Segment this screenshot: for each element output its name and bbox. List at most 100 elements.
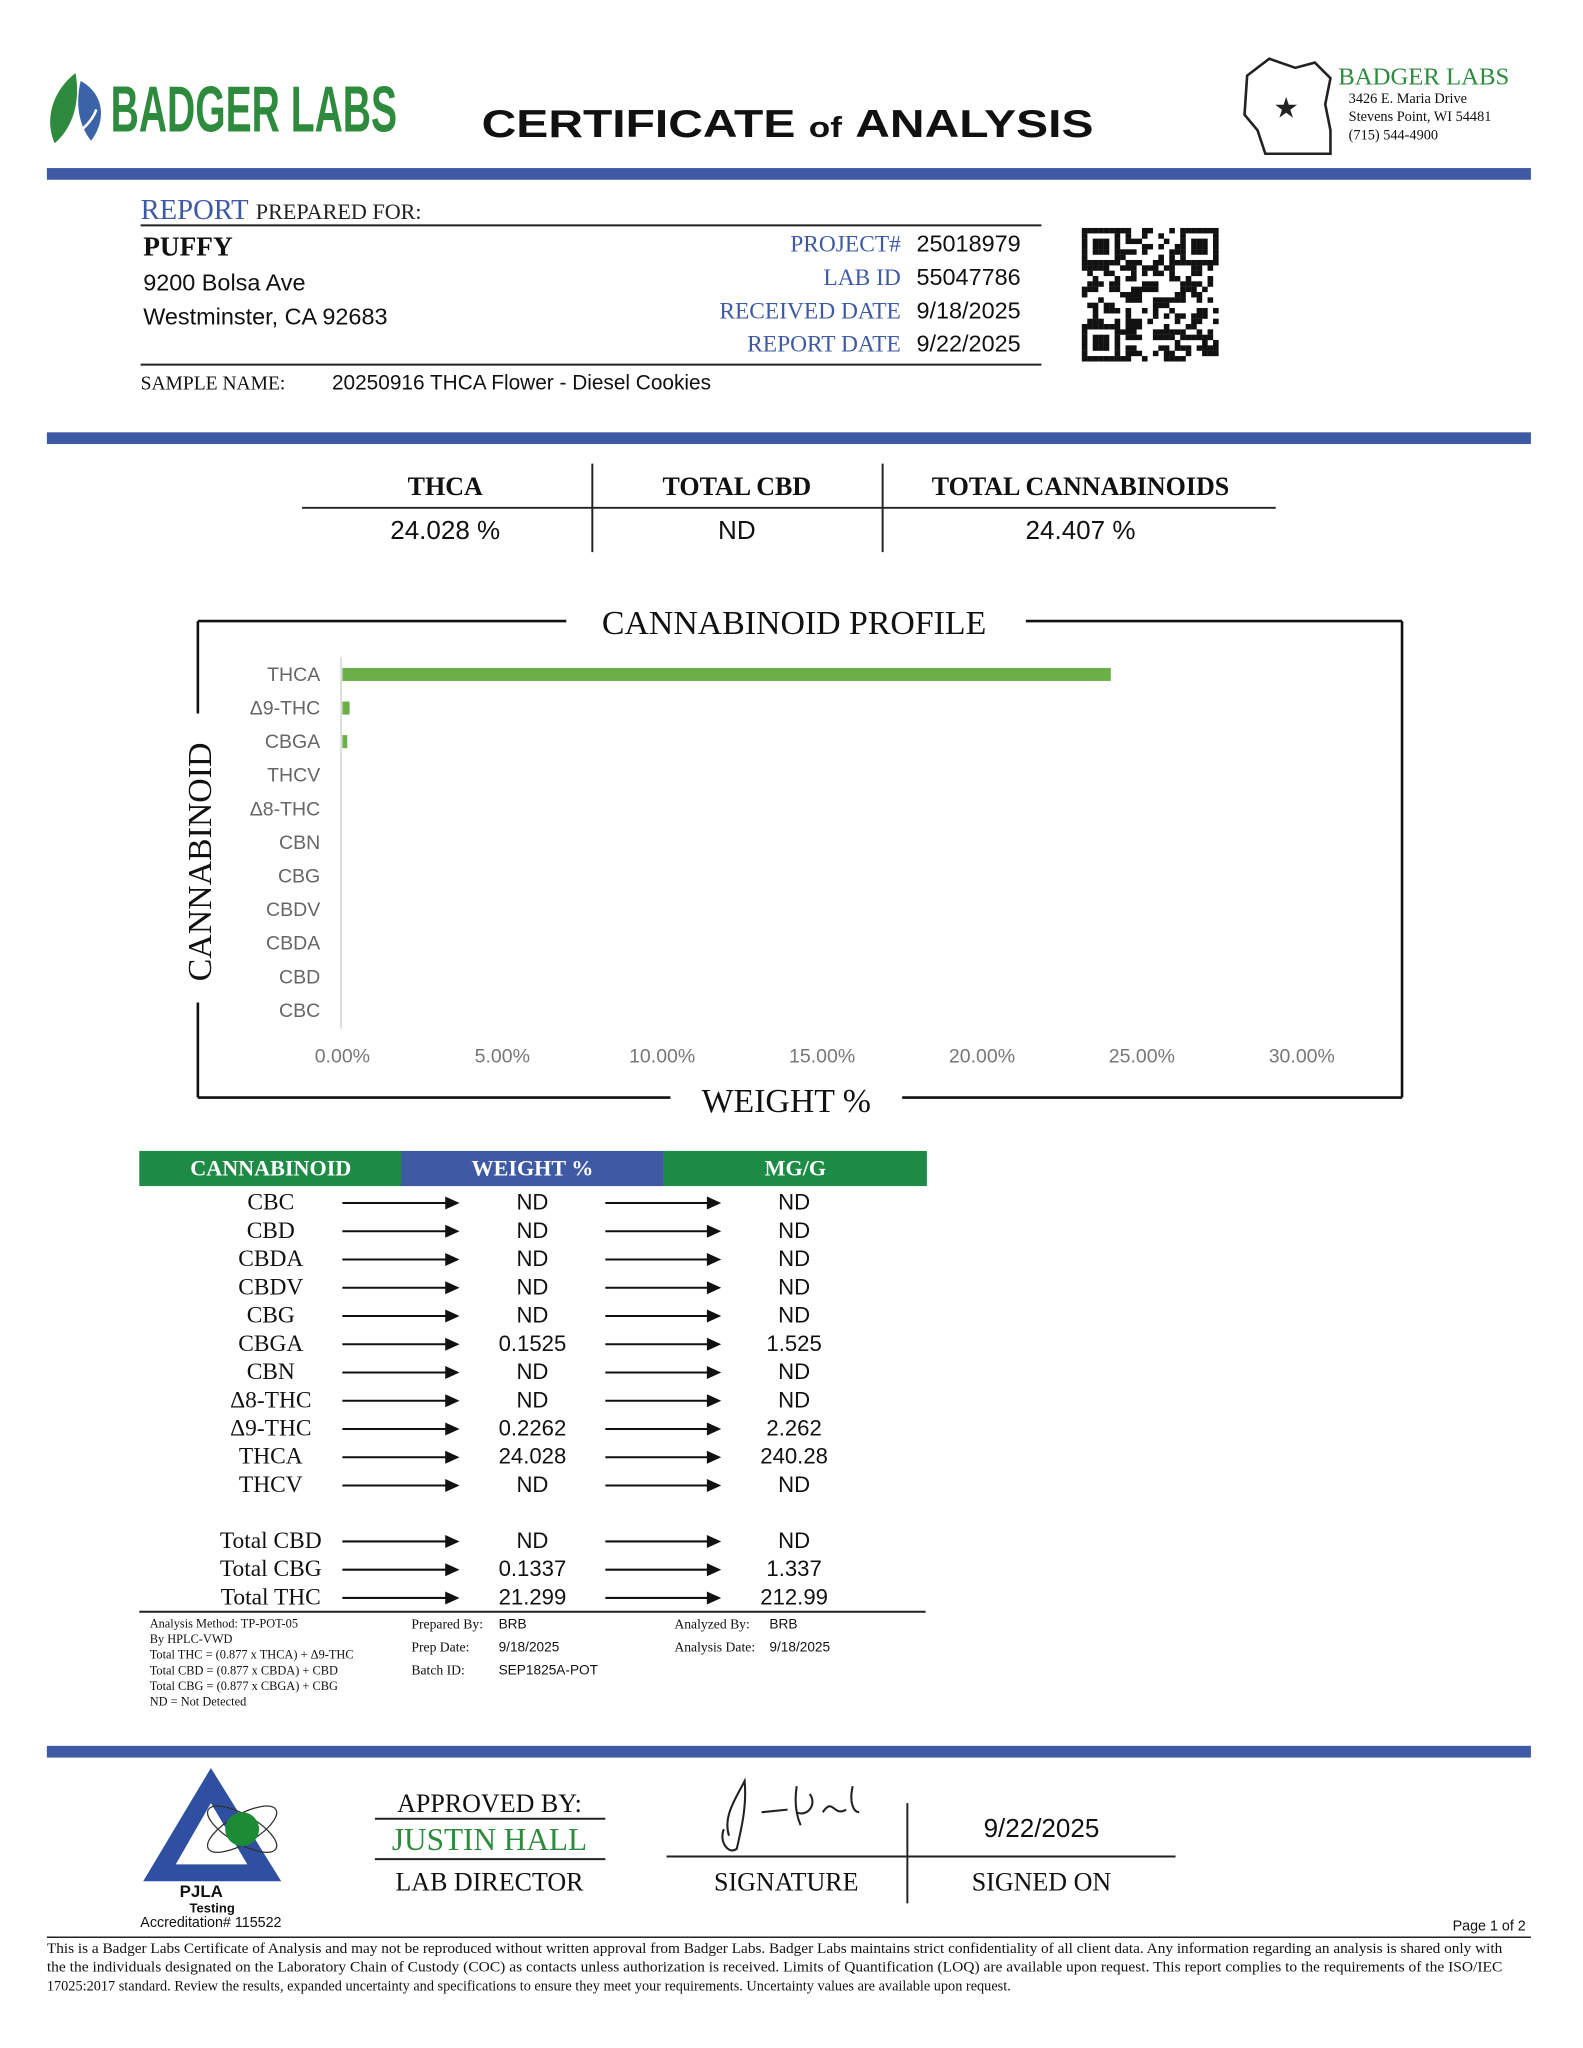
row-mgg: ND xyxy=(778,1359,810,1384)
qr-module xyxy=(1087,259,1093,266)
qr-module xyxy=(1109,270,1115,277)
qr-module xyxy=(1191,249,1197,255)
qr-module xyxy=(1207,334,1214,341)
sample-label: SAMPLE NAME: xyxy=(141,373,286,394)
qr-module xyxy=(1087,227,1093,234)
arrow-head xyxy=(706,1281,722,1295)
qr-module xyxy=(1213,249,1219,255)
qr-module xyxy=(1098,340,1104,346)
qr-module xyxy=(1081,291,1088,298)
qr-module xyxy=(1147,227,1154,234)
row-weight: ND xyxy=(516,1303,548,1328)
qr-module xyxy=(1141,308,1148,314)
qr-module xyxy=(1103,345,1110,351)
qr-module xyxy=(1180,345,1186,351)
qr-module xyxy=(1103,238,1110,245)
qr-module xyxy=(1213,345,1219,351)
qr-module xyxy=(1131,318,1137,325)
arrow-head xyxy=(706,1563,722,1577)
qr-module xyxy=(1169,356,1175,362)
row-mgg: ND xyxy=(778,1528,810,1553)
lab-name: BADGER LABS xyxy=(1338,64,1509,91)
qr-module xyxy=(1081,227,1088,234)
qr-module xyxy=(1114,227,1121,234)
row-weight: ND xyxy=(516,1218,548,1243)
qr-module xyxy=(1174,291,1181,298)
qr-module xyxy=(1114,345,1121,351)
qr-module xyxy=(1087,281,1093,287)
qr-module xyxy=(1207,281,1214,287)
chart-title: CANNABINOID PROFILE xyxy=(602,605,986,642)
qr-module xyxy=(1180,233,1186,239)
method-note: Total CBG = (0.877 x CBGA) + CBG xyxy=(150,1679,338,1693)
qr-module xyxy=(1185,350,1192,357)
lab-address: Stevens Point, WI 54481 xyxy=(1349,109,1492,125)
qr-module xyxy=(1081,324,1088,330)
qr-module xyxy=(1185,286,1192,293)
qr-module xyxy=(1114,324,1121,330)
qr-module xyxy=(1147,286,1154,293)
qr-module xyxy=(1114,233,1121,239)
arrow-head xyxy=(445,1478,460,1493)
qr-module xyxy=(1174,313,1181,319)
x-tick-label: 15.00% xyxy=(789,1045,855,1067)
qr-module xyxy=(1136,334,1143,341)
qr-module xyxy=(1191,259,1197,266)
approved-label: APPROVED BY: xyxy=(397,1789,582,1818)
approver-role: LAB DIRECTOR xyxy=(395,1867,584,1896)
qr-module xyxy=(1196,329,1203,335)
qr-module xyxy=(1103,356,1110,362)
qr-module xyxy=(1169,270,1175,277)
qr-module xyxy=(1180,356,1186,362)
qr-module xyxy=(1180,291,1186,298)
qr-module xyxy=(1202,308,1208,314)
qr-module xyxy=(1202,313,1208,319)
qr-module xyxy=(1163,313,1170,319)
qr-module xyxy=(1185,227,1192,234)
qr-module xyxy=(1087,324,1093,330)
qr-module xyxy=(1103,324,1110,330)
qr-module xyxy=(1152,350,1159,357)
qr-module xyxy=(1081,254,1088,261)
row-name: CBG xyxy=(247,1303,295,1329)
qr-module xyxy=(1180,297,1186,303)
qr-module xyxy=(1120,227,1126,234)
qr-module xyxy=(1213,318,1219,325)
qr-module xyxy=(1191,265,1197,271)
qr-module xyxy=(1081,265,1088,271)
qr-module xyxy=(1207,275,1214,282)
qr-module xyxy=(1114,356,1121,362)
qr-module xyxy=(1196,334,1203,341)
qr-module xyxy=(1163,350,1170,357)
qr-module xyxy=(1180,254,1186,261)
qr-module xyxy=(1196,318,1203,325)
qr-module xyxy=(1191,324,1197,330)
qr-module xyxy=(1092,275,1099,282)
qr-module xyxy=(1169,275,1175,282)
field-label: PROJECT# xyxy=(790,231,901,257)
qr-module xyxy=(1098,324,1104,330)
qr-module xyxy=(1098,345,1104,351)
qr-module xyxy=(1131,259,1137,266)
qr-module xyxy=(1141,233,1148,239)
qr-module xyxy=(1125,275,1132,282)
qr-module xyxy=(1158,297,1164,303)
signed-date: 9/22/2025 xyxy=(984,1813,1100,1843)
qr-module xyxy=(1191,318,1197,325)
qr-module xyxy=(1174,249,1181,255)
qr-module xyxy=(1114,340,1121,346)
row-weight: 24.028 xyxy=(499,1444,567,1469)
qr-module xyxy=(1163,302,1170,309)
row-name: CBDA xyxy=(238,1246,303,1272)
bar xyxy=(342,735,348,749)
row-name: CBC xyxy=(247,1190,294,1216)
qr-module xyxy=(1109,302,1115,309)
qr-module xyxy=(1114,243,1121,250)
qr-module xyxy=(1207,265,1214,271)
qr-module xyxy=(1207,345,1214,351)
qr-module xyxy=(1141,286,1148,293)
qr-module xyxy=(1125,297,1132,303)
pjla-inner xyxy=(175,1803,248,1865)
qr-module xyxy=(1141,281,1148,287)
row-mgg: ND xyxy=(778,1472,810,1497)
